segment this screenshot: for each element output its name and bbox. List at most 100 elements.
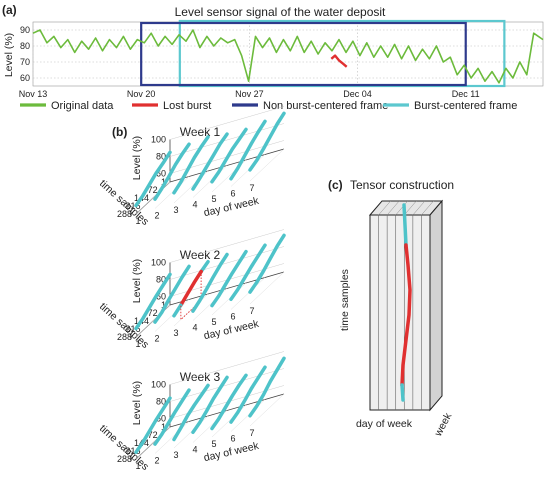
panel-a-title: Level sensor signal of the water deposit (175, 5, 386, 19)
tensor-front-face (369, 214, 431, 411)
tensor-day-slice-top (386, 200, 400, 216)
day-tick-label: 5 (211, 194, 216, 204)
panel-a-ytick-label: 80 (20, 41, 30, 51)
week-curve (172, 135, 210, 195)
week-title: Week 2 (180, 248, 221, 262)
level-grid-line (169, 106, 285, 140)
week-curve (210, 249, 248, 308)
sample-tick-label: 72 (148, 185, 158, 195)
level-axis-title: Level (%) (131, 259, 143, 303)
sample-tick-label: 216 (125, 446, 140, 456)
tensor-day-slice-top (421, 200, 434, 216)
panel-a-legend: Original data Lost burst Non burst-centere… (20, 100, 517, 112)
week-curve (153, 388, 191, 446)
day-tick-label: 7 (249, 306, 254, 316)
day-tick-label: 3 (173, 328, 178, 338)
tensor-fiber (400, 383, 405, 402)
panel-a-ytick-label: 60 (20, 73, 30, 83)
sample-tick-label: 288 (117, 332, 132, 342)
non-burst-centered-frame (140, 21, 467, 87)
level-axis-title: Level (%) (131, 381, 143, 425)
day-tick-label: 4 (192, 323, 197, 333)
panel-a-ytick-label: 70 (20, 57, 30, 67)
legend-entry-label: Lost burst (163, 100, 211, 112)
panel-a-xtick-label: Nov 20 (127, 89, 156, 99)
panel-a-ticks: 60 70 80 90 Nov 13 Nov 20 Nov 27 Dec 04 Dec 11 (19, 25, 480, 99)
week-curve (248, 233, 286, 294)
week-curve (191, 252, 229, 313)
panel-c: (c) Tensor construction time samples day… (328, 178, 455, 439)
week-title: Week 1 (180, 125, 221, 139)
week-curve (210, 373, 248, 431)
day-tick-label: 1 (135, 339, 140, 349)
week-curve (134, 150, 172, 208)
week-title: Week 3 (180, 370, 221, 384)
day-tick-label: 6 (230, 189, 235, 199)
tensor-day-slice-top (404, 200, 417, 216)
week-curve (172, 383, 210, 442)
week-curve (248, 356, 286, 418)
week-curve (191, 132, 229, 191)
sample-tick-label: 1 (161, 422, 166, 432)
original-data-line (32, 29, 544, 84)
panel-a-ylabel: Level (%) (3, 33, 15, 77)
level-tick-label: 100 (151, 380, 166, 390)
week-curve (229, 119, 267, 181)
level-tick-label: 60 (156, 292, 166, 302)
day-grid-line (249, 148, 285, 182)
level-tick-label: 100 (151, 135, 166, 145)
week-curve (210, 127, 248, 184)
day-tick-label: 1 (135, 461, 140, 471)
level-tick-label: 80 (156, 397, 166, 407)
panel-a-xtick-label: Nov 27 (235, 89, 264, 99)
week-curve (172, 303, 183, 318)
tensor-axis-day: day of week (356, 418, 413, 430)
week-curve (199, 259, 210, 274)
day-tick-label: 4 (192, 445, 197, 455)
tensor-axis-week: week (432, 410, 455, 439)
panel-a-series (32, 29, 544, 84)
week-curve (134, 396, 172, 454)
day-tick-label: 4 (192, 200, 197, 210)
lost-projection (180, 271, 202, 321)
day-grid-line (154, 176, 190, 209)
panel-b-label: (b) (112, 125, 127, 139)
level-tick-label: 80 (156, 275, 166, 285)
legend-entry-label: Burst-centered frame (414, 100, 517, 112)
week-curve (229, 243, 267, 302)
day-tick-label: 6 (230, 434, 235, 444)
week-curve (153, 142, 191, 201)
day-tick-label: 5 (211, 439, 216, 449)
tensor-box (368, 199, 444, 412)
panel-a-xtick-label: Dec 04 (343, 89, 372, 99)
panel-c-title: Tensor construction (350, 178, 454, 192)
day-grid-line (154, 299, 190, 332)
day-tick-label: 3 (173, 450, 178, 460)
sample-tick-label: 216 (125, 324, 140, 334)
week-curve (229, 365, 267, 424)
day-tick-label: 5 (211, 317, 216, 327)
level-tick-label: 80 (156, 152, 166, 162)
day-tick-label: 7 (249, 428, 254, 438)
tensor-axis-time: time samples (339, 269, 351, 331)
sample-tick-label: 288 (117, 209, 132, 219)
panel-c-label: (c) (328, 178, 343, 192)
level-tick-label: 100 (151, 258, 166, 268)
legend-entry-label: Original data (51, 100, 114, 112)
sample-tick-label: 1 (161, 300, 166, 310)
level-tick-label: 60 (156, 414, 166, 424)
tensor-side-face (429, 199, 443, 412)
sample-tick-label: 288 (117, 454, 132, 464)
panel-a-frames (140, 19, 506, 88)
day-grid-line (230, 277, 266, 310)
panel-a-xtick-label: Dec 11 (452, 89, 480, 99)
level-grid-line (169, 229, 285, 263)
day-tick-label: 1 (135, 216, 140, 226)
level-grid-line (169, 123, 285, 157)
sample-tick-label: 1 (161, 177, 166, 187)
day-tick-label: 7 (249, 183, 254, 193)
tensor-day-slice-top (412, 200, 426, 216)
